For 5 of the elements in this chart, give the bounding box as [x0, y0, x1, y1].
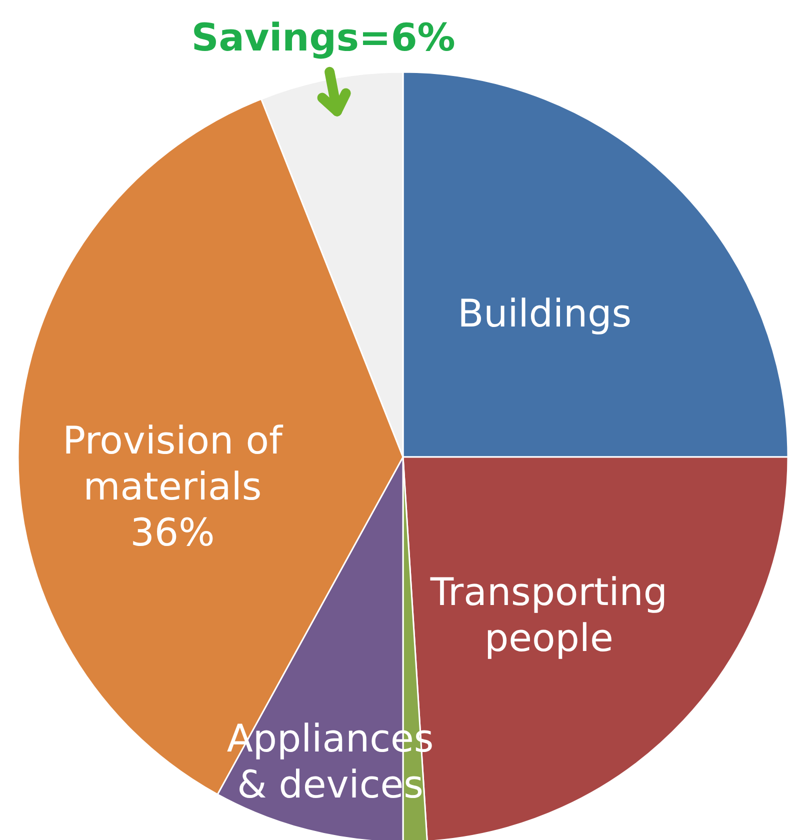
- slice-label: Buildings: [458, 291, 632, 336]
- data-label: 36%: [130, 510, 215, 554]
- slice-label: Provision of materials: [62, 418, 284, 508]
- text: Savings=6%: [191, 16, 456, 60]
- slice-label: Transporting people: [429, 570, 668, 660]
